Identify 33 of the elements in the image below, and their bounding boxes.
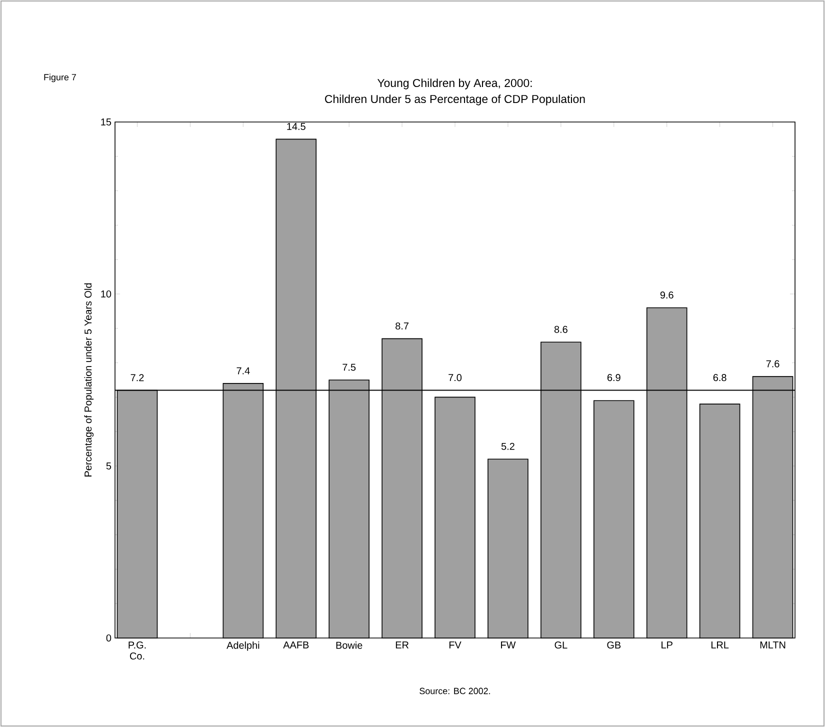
- source-note: Source: BC 2002.: [420, 688, 490, 694]
- caption: Figure 7: [44, 74, 76, 82]
- x-tick-label: LP: [662, 642, 672, 648]
- chart-title: Young Children by Area, 2000:: [377, 78, 532, 90]
- x-tick-label: GL: [554, 642, 568, 649]
- x-tick-label: Adelphi: [226, 642, 260, 651]
- y-tick-label: 10: [101, 290, 112, 298]
- data-label: 7.2: [130, 374, 144, 382]
- y-tick-label: 0: [106, 634, 112, 642]
- y-tick-label: 15: [101, 118, 112, 126]
- data-label: 14.5: [287, 123, 306, 130]
- x-tick-label: MLTN: [760, 642, 786, 648]
- data-label: 6.9: [607, 374, 620, 382]
- data-label: 7.0: [448, 374, 462, 382]
- x-tick-label: Bowie: [336, 642, 362, 649]
- x-tick-label: FV: [449, 642, 462, 648]
- data-label: 9.6: [660, 291, 674, 299]
- data-label: 7.6: [766, 360, 780, 368]
- data-label: 8.7: [396, 322, 408, 330]
- y-axis-title: Percentage of Population under 5 Years Old: [84, 283, 94, 476]
- data-label: 5.2: [501, 442, 514, 450]
- x-tick-label: GB: [607, 642, 621, 649]
- data-label: 6.8: [713, 374, 726, 382]
- y-tick-label: 5: [106, 462, 112, 470]
- data-label: 8.6: [554, 326, 568, 333]
- data-label: 7.4: [236, 367, 250, 374]
- data-label: 7.5: [342, 364, 356, 371]
- x-tick-label: P.G. Co.: [128, 642, 146, 660]
- chart-subtitle: Children Under 5 as Percentage of CDP Population: [325, 94, 585, 106]
- x-tick-label: LRL: [711, 642, 729, 648]
- x-tick-label: ER: [396, 642, 409, 648]
- x-tick-label: FW: [501, 642, 516, 648]
- x-tick-label: AAFB: [283, 642, 309, 648]
